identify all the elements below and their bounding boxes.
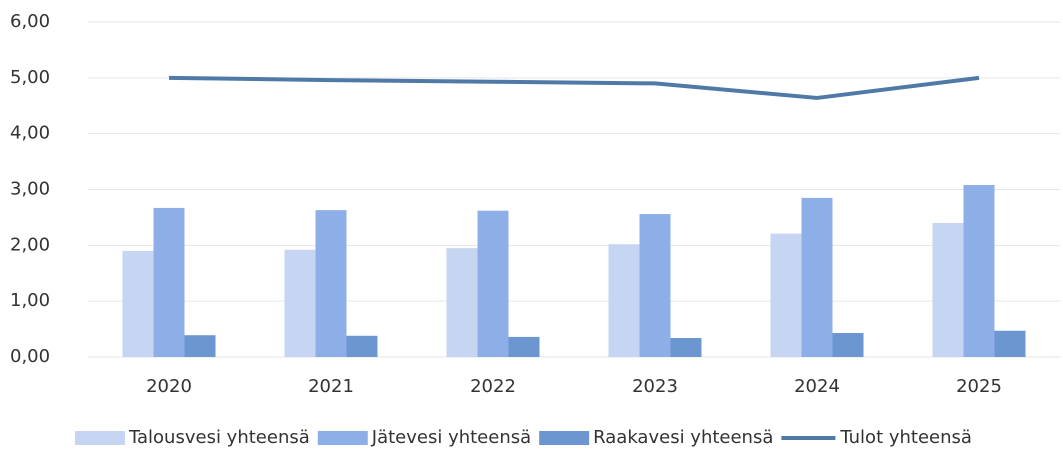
y-tick-label: 5,00 bbox=[10, 67, 50, 88]
legend-label: Talousvesi yhteensä bbox=[128, 427, 310, 448]
bar bbox=[932, 223, 964, 357]
legend-swatch bbox=[317, 431, 368, 445]
bar bbox=[284, 249, 316, 357]
bar bbox=[346, 335, 378, 357]
bar bbox=[832, 332, 864, 357]
x-tick-label: 2020 bbox=[146, 376, 192, 397]
x-tick-label: 2024 bbox=[794, 376, 840, 397]
bar bbox=[608, 244, 640, 357]
legend-swatch bbox=[75, 431, 125, 445]
bar bbox=[153, 207, 185, 357]
legend-label: Jätevesi yhteensä bbox=[371, 427, 531, 448]
x-tick-label: 2021 bbox=[308, 376, 354, 397]
y-tick-label: 2,00 bbox=[10, 234, 50, 255]
bar bbox=[801, 197, 833, 357]
bar bbox=[994, 330, 1026, 357]
bar bbox=[477, 210, 509, 357]
bar bbox=[963, 185, 995, 357]
bar bbox=[770, 233, 802, 357]
legend-label: Raakavesi yhteensä bbox=[593, 427, 773, 448]
bar bbox=[639, 214, 671, 357]
x-tick-label: 2025 bbox=[956, 376, 1002, 397]
y-tick-label: 3,00 bbox=[10, 179, 50, 200]
bar bbox=[446, 248, 478, 357]
bar bbox=[315, 210, 347, 357]
y-tick-label: 6,00 bbox=[10, 11, 50, 32]
legend-label: Tulot yhteensä bbox=[839, 427, 972, 448]
legend-swatch bbox=[539, 431, 590, 445]
y-tick-label: 0,00 bbox=[10, 346, 50, 367]
x-tick-label: 2023 bbox=[632, 376, 678, 397]
bar bbox=[670, 338, 702, 357]
line bbox=[168, 75, 980, 100]
y-tick-label: 1,00 bbox=[10, 290, 50, 311]
x-tick-label: 2022 bbox=[470, 376, 516, 397]
bar bbox=[508, 336, 540, 357]
bar bbox=[184, 335, 216, 357]
y-tick-label: 4,00 bbox=[10, 123, 50, 144]
bar bbox=[122, 250, 154, 357]
